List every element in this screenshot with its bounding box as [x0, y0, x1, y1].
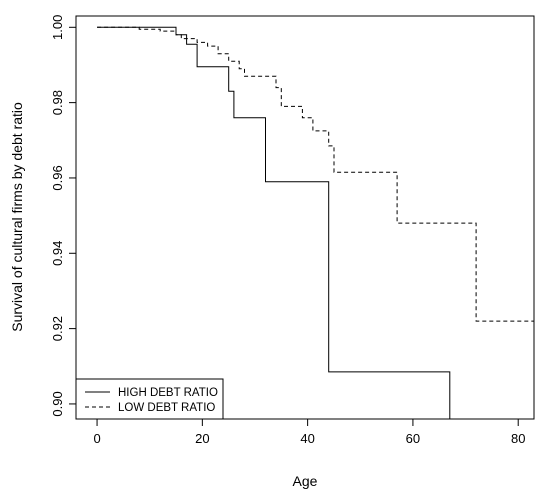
y-axis: 0.90 0.92 0.94 0.96 0.98 1.00: [50, 15, 76, 417]
legend-box: [75, 378, 224, 420]
x-tick-label: 80: [511, 431, 525, 446]
y-tick-label: 0.98: [50, 90, 65, 115]
x-tick-label: 0: [93, 431, 100, 446]
legend-label-high: HIGH DEBT RATIO: [118, 387, 218, 399]
y-tick-label: 0.96: [50, 165, 65, 190]
legend: HIGH DEBT RATIO LOW DEBT RATIO: [75, 378, 224, 420]
x-tick-label: 40: [300, 431, 314, 446]
series-line-high-debt: [97, 26, 451, 419]
y-tick-label: 0.92: [50, 316, 65, 341]
y-tick-label: 1.00: [50, 15, 65, 40]
legend-label-low: LOW DEBT RATIO: [118, 402, 215, 414]
series-group: [97, 26, 534, 419]
y-tick-label: 0.94: [50, 241, 65, 266]
x-tick-label: 60: [406, 431, 420, 446]
x-axis: 0 20 40 60 80: [93, 419, 525, 446]
x-tick-label: 20: [195, 431, 209, 446]
y-axis-label: Survival of cultural firms by debt ratio: [9, 102, 25, 332]
x-axis-label: Age: [293, 473, 318, 489]
plot-frame: [75, 15, 535, 420]
y-tick-label: 0.90: [50, 391, 65, 416]
series-line-low-debt: [97, 26, 534, 322]
